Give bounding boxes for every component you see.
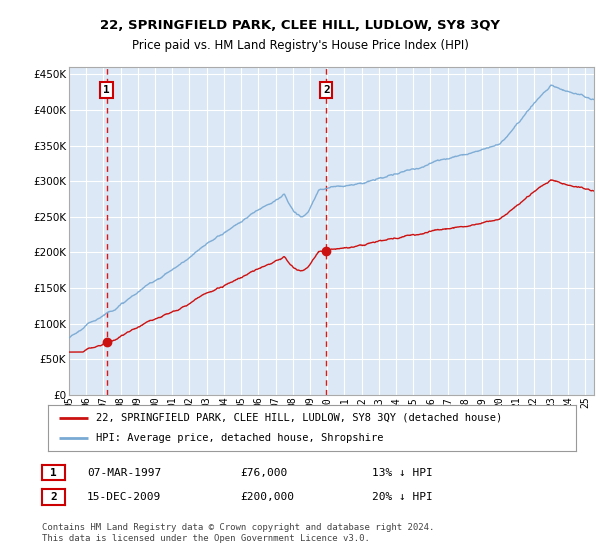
Text: 20% ↓ HPI: 20% ↓ HPI xyxy=(372,492,433,502)
Text: £76,000: £76,000 xyxy=(240,468,287,478)
Text: 1: 1 xyxy=(103,85,110,95)
Text: 22, SPRINGFIELD PARK, CLEE HILL, LUDLOW, SY8 3QY: 22, SPRINGFIELD PARK, CLEE HILL, LUDLOW,… xyxy=(100,18,500,32)
Text: 2: 2 xyxy=(50,492,57,502)
Text: 2: 2 xyxy=(323,85,330,95)
Text: 13% ↓ HPI: 13% ↓ HPI xyxy=(372,468,433,478)
Text: HPI: Average price, detached house, Shropshire: HPI: Average price, detached house, Shro… xyxy=(95,433,383,443)
Text: £200,000: £200,000 xyxy=(240,492,294,502)
Text: 1: 1 xyxy=(50,468,57,478)
Text: 07-MAR-1997: 07-MAR-1997 xyxy=(87,468,161,478)
Text: 22, SPRINGFIELD PARK, CLEE HILL, LUDLOW, SY8 3QY (detached house): 22, SPRINGFIELD PARK, CLEE HILL, LUDLOW,… xyxy=(95,413,502,423)
Text: Price paid vs. HM Land Registry's House Price Index (HPI): Price paid vs. HM Land Registry's House … xyxy=(131,39,469,53)
Text: Contains HM Land Registry data © Crown copyright and database right 2024.
This d: Contains HM Land Registry data © Crown c… xyxy=(42,524,434,543)
Text: 15-DEC-2009: 15-DEC-2009 xyxy=(87,492,161,502)
